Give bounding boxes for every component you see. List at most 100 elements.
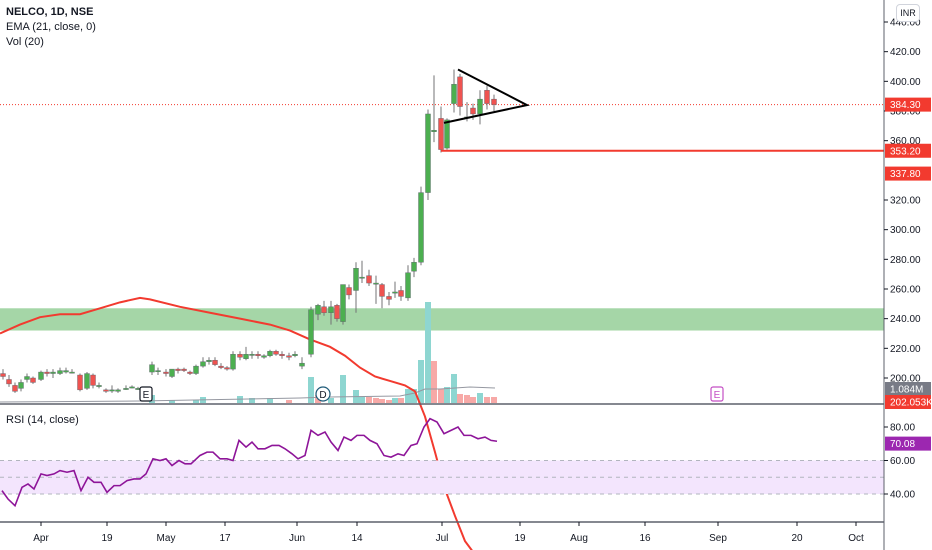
candle[interactable]	[123, 385, 129, 390]
candle[interactable]	[109, 385, 115, 393]
candle[interactable]	[24, 373, 30, 383]
candle[interactable]	[206, 357, 212, 365]
candle[interactable]	[398, 286, 404, 301]
candle[interactable]	[411, 257, 417, 278]
candle[interactable]	[181, 367, 187, 373]
candle[interactable]	[315, 303, 321, 321]
candle[interactable]	[261, 354, 267, 359]
candle[interactable]	[491, 94, 497, 111]
candle[interactable]	[299, 357, 305, 370]
candle[interactable]	[63, 367, 69, 374]
volume-bar	[418, 360, 424, 403]
candle[interactable]	[353, 262, 359, 313]
candle[interactable]	[425, 109, 431, 200]
candle[interactable]	[163, 369, 169, 377]
support-zone[interactable]	[0, 308, 884, 331]
rsi-tick-label: 40.00	[890, 490, 915, 501]
candle[interactable]	[129, 385, 135, 389]
candle[interactable]	[457, 73, 463, 116]
candle[interactable]	[243, 346, 249, 361]
volume-last-tag[interactable]: 202.053K	[885, 395, 932, 409]
candle[interactable]	[103, 388, 109, 393]
candle[interactable]	[405, 265, 411, 301]
symbol-title[interactable]: NELCO, 1D, NSE	[6, 6, 94, 18]
candle[interactable]	[218, 363, 224, 370]
candle[interactable]	[334, 303, 340, 322]
candle[interactable]	[286, 352, 292, 361]
candle[interactable]	[57, 367, 63, 376]
last-price-tag[interactable]: 384.30	[885, 97, 931, 112]
hline-price-tag[interactable]: 353.20	[885, 143, 931, 158]
candle[interactable]	[308, 306, 314, 358]
candle[interactable]	[359, 260, 365, 284]
candle[interactable]	[69, 369, 75, 374]
candle[interactable]	[366, 269, 372, 287]
candle[interactable]	[96, 382, 102, 389]
candle[interactable]	[328, 300, 334, 325]
candle[interactable]	[155, 367, 161, 376]
hline-price-tag-text: 353.20	[890, 146, 921, 157]
candle[interactable]	[484, 85, 490, 110]
candle[interactable]	[237, 351, 243, 361]
rsi-value-tag[interactable]: 70.08	[885, 436, 931, 451]
rsi-legend[interactable]: RSI (14, close)	[6, 414, 79, 426]
candle[interactable]	[267, 349, 273, 358]
candle[interactable]	[249, 351, 255, 359]
candle[interactable]	[444, 118, 450, 150]
candle[interactable]	[418, 186, 424, 266]
candle[interactable]	[373, 275, 379, 304]
candle[interactable]	[115, 388, 121, 393]
candle[interactable]	[431, 75, 437, 143]
candle[interactable]	[340, 284, 346, 325]
candle[interactable]	[273, 349, 279, 356]
ema-price-tag[interactable]: 337.80	[885, 166, 931, 181]
candle[interactable]	[438, 106, 444, 153]
rsi-pane[interactable]	[0, 417, 884, 508]
earnings-marker[interactable]: E	[139, 386, 153, 402]
candle[interactable]	[90, 373, 96, 389]
time-tick-label: Jul	[436, 533, 449, 544]
candle-body	[353, 268, 359, 291]
candle[interactable]	[187, 370, 193, 376]
candle[interactable]	[30, 376, 36, 384]
candle[interactable]	[346, 284, 352, 300]
candle[interactable]	[386, 291, 392, 306]
candle[interactable]	[44, 369, 50, 377]
candle[interactable]	[200, 357, 206, 368]
candle[interactable]	[0, 369, 6, 380]
candle[interactable]	[379, 283, 385, 309]
rsi-line[interactable]	[1, 417, 498, 508]
dividend-marker[interactable]: D	[315, 386, 331, 402]
earnings-upcoming-marker[interactable]: E	[710, 386, 724, 402]
candle[interactable]	[224, 366, 230, 371]
candle[interactable]	[6, 375, 12, 387]
candle[interactable]	[169, 368, 175, 378]
candle[interactable]	[77, 373, 83, 392]
candle[interactable]	[18, 379, 24, 392]
candle[interactable]	[477, 90, 483, 125]
candle[interactable]	[149, 361, 155, 376]
symmetrical-triangle-drawing[interactable]	[443, 68, 530, 124]
candle[interactable]	[175, 367, 181, 374]
candle[interactable]	[84, 372, 90, 390]
candle[interactable]	[38, 370, 44, 381]
candle[interactable]	[279, 351, 285, 359]
candle[interactable]	[193, 364, 199, 376]
candle[interactable]	[50, 369, 56, 378]
candle[interactable]	[12, 382, 18, 393]
candle[interactable]	[212, 357, 218, 367]
candle-body	[340, 284, 346, 322]
candle[interactable]	[292, 351, 298, 358]
candle[interactable]	[451, 69, 457, 113]
currency-badge[interactable]: INR	[896, 4, 920, 22]
volume-legend[interactable]: Vol (20)	[6, 36, 44, 48]
candle[interactable]	[392, 281, 398, 298]
candle[interactable]	[321, 300, 327, 316]
ema-legend[interactable]: EMA (21, close, 0)	[6, 21, 96, 33]
volume-ma-tag[interactable]: 1.084M	[885, 382, 931, 396]
candle[interactable]	[255, 351, 261, 359]
volume-bar	[308, 377, 314, 403]
candle[interactable]	[230, 351, 236, 371]
